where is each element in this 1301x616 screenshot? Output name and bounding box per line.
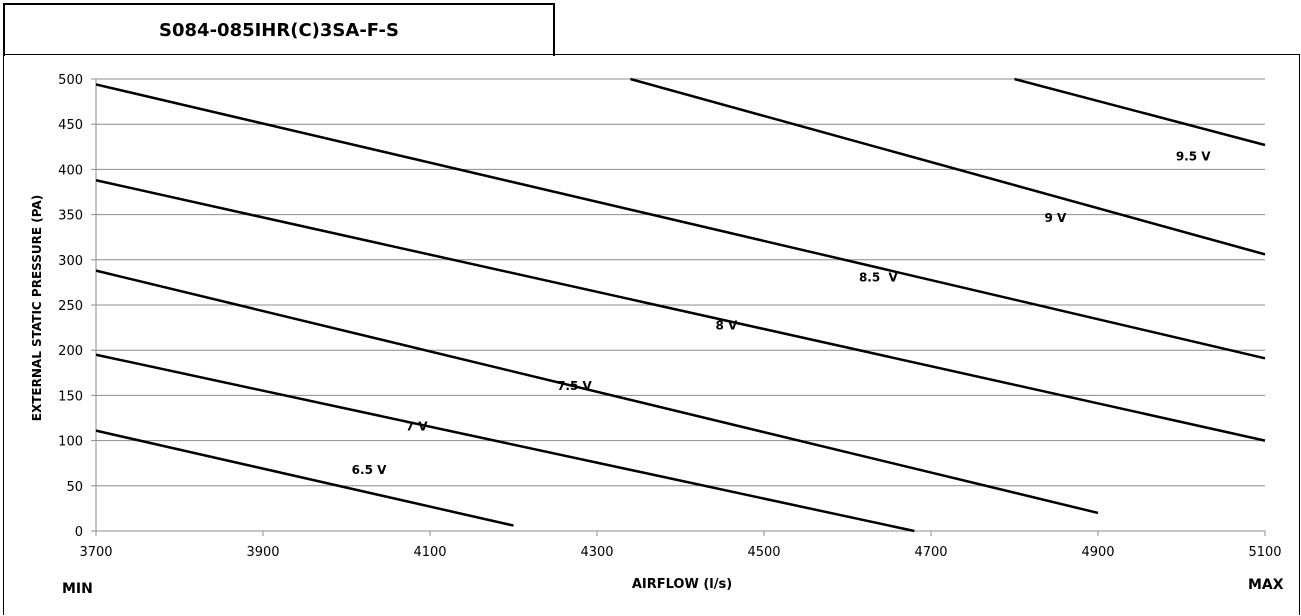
series-line [630, 77, 1266, 256]
chart-title: S084-085IHR(C)3SA-F-S [3, 3, 555, 56]
y-tick-label: 200 [58, 344, 83, 359]
x-tick-label: 4300 [580, 545, 613, 560]
series-label: 8 V [716, 318, 739, 332]
y-tick-label: 150 [58, 389, 83, 404]
y-tick-label: 500 [58, 73, 83, 88]
x-tick-label: 4500 [747, 545, 780, 560]
x-tick-label: 5100 [1248, 545, 1281, 560]
series-label: 9.5 V [1176, 149, 1211, 163]
x-min-label: MIN [62, 581, 93, 597]
x-tick-label: 3900 [246, 545, 279, 560]
series-line [95, 429, 514, 527]
y-axis-label: EXTERNAL STATIC PRESSURE (PA) [30, 195, 44, 421]
x-tick-label: 3700 [79, 545, 112, 560]
series-line [95, 353, 915, 533]
x-axis-label: AIRFLOW (l/s) [632, 577, 732, 592]
series-label: 7.5 V [557, 379, 592, 393]
y-tick-label: 450 [58, 118, 83, 133]
series-label: 8.5 V [859, 270, 899, 284]
series-labels: 6.5 V 7 V 7.5 V 8 V 8.5 V 9 V 9.5 V [352, 149, 1212, 477]
y-tick-label: 350 [58, 209, 83, 224]
grid-lines [91, 78, 1265, 532]
series-label: 7 V [406, 420, 429, 434]
y-tick-labels: 0 50 100 150 200 250 300 350 400 450 500 [58, 73, 83, 540]
y-tick-label: 400 [58, 163, 83, 178]
y-tick-label: 250 [58, 299, 83, 314]
series-label: 9 V [1045, 211, 1068, 225]
y-tick-label: 50 [66, 480, 83, 495]
series-line [95, 83, 1266, 360]
x-tick-label: 4700 [914, 545, 947, 560]
y-tick-label: 0 [75, 525, 83, 540]
x-tick-labels: 3700 3900 4100 4300 4500 4700 4900 5100 [79, 545, 1281, 560]
series-label: 6.5 V [352, 463, 387, 477]
series-line [95, 269, 1099, 515]
x-max-label: MAX [1248, 577, 1284, 593]
y-tick-label: 300 [58, 254, 83, 269]
chart-frame [3, 54, 1300, 615]
series-line [1014, 77, 1266, 147]
series-lines [95, 77, 1266, 533]
x-tick-label: 4100 [413, 545, 446, 560]
x-tick-label: 4900 [1081, 545, 1114, 560]
y-tick-label: 100 [58, 435, 83, 450]
axes [95, 79, 1266, 536]
series-line [95, 179, 1266, 442]
